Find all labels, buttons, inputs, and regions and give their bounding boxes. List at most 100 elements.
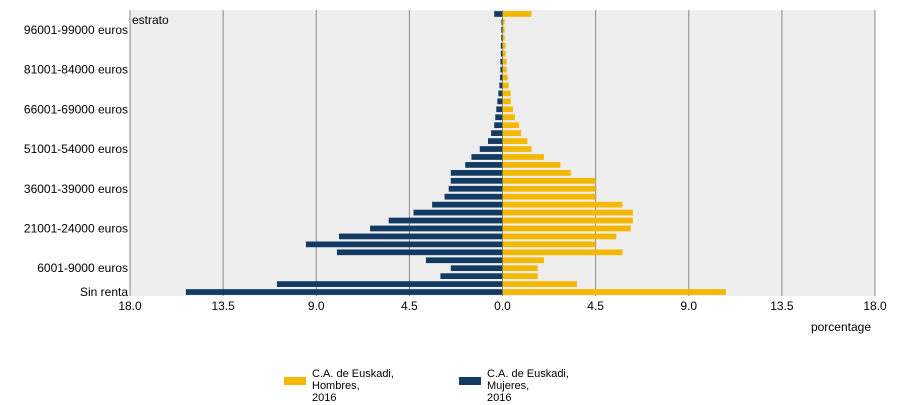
category-label-18: 51001-54000 euros xyxy=(24,142,128,156)
category-label-8: 21001-24000 euros xyxy=(24,221,128,235)
bar-mujeres-23[interactable] xyxy=(496,106,503,113)
category-label-13: 36001-39000 euros xyxy=(24,182,128,196)
bar-hombres-10[interactable] xyxy=(502,209,633,216)
bar-hombres-4[interactable] xyxy=(502,257,544,264)
x-tick-label-5: 4.5 xyxy=(587,299,604,313)
legend-label-hombres: C.A. de Euskadi, Hombres, 2016 xyxy=(312,368,394,404)
bar-hombres-26[interactable] xyxy=(502,82,509,89)
legend: C.A. de Euskadi, Hombres, 2016 C.A. de E… xyxy=(284,368,604,404)
bar-mujeres-15[interactable] xyxy=(450,170,503,176)
x-tick-label-6: 9.0 xyxy=(680,299,697,313)
bar-mujeres-24[interactable] xyxy=(497,98,503,105)
bar-hombres-33[interactable] xyxy=(502,27,505,33)
x-tick-labels: 18.0 13.5 9.0 4.5 0.0 4.5 9.0 13.5 18.0 xyxy=(118,299,887,313)
bar-mujeres-9[interactable] xyxy=(388,217,503,224)
bar-mujeres-2[interactable] xyxy=(440,273,503,279)
gridlines xyxy=(129,10,876,296)
bar-mujeres-21[interactable] xyxy=(494,122,503,129)
y-axis-title: estrato xyxy=(132,13,169,27)
bar-mujeres-35[interactable] xyxy=(494,11,503,17)
bar-mujeres-6[interactable] xyxy=(305,241,503,248)
bar-mujeres-0[interactable] xyxy=(185,289,503,295)
x-tick-label-7: 13.5 xyxy=(770,299,794,313)
bar-hombres-7[interactable] xyxy=(502,233,617,240)
bar-hombres-1[interactable] xyxy=(502,281,578,287)
bar-hombres-15[interactable] xyxy=(502,170,571,176)
bar-hombres-16[interactable] xyxy=(502,162,561,168)
bar-mujeres-26[interactable] xyxy=(499,82,503,89)
bar-hombres-13[interactable] xyxy=(502,185,596,192)
bar-hombres-12[interactable] xyxy=(502,193,596,200)
bar-mujeres-10[interactable] xyxy=(413,209,503,216)
bar-mujeres-33[interactable] xyxy=(501,27,503,33)
bar-hombres-2[interactable] xyxy=(502,273,538,279)
x-tick-label-0: 18.0 xyxy=(118,299,142,313)
bar-mujeres-29[interactable] xyxy=(500,58,503,65)
bar-hombres-20[interactable] xyxy=(502,130,522,136)
x-tick-label-8: 18.0 xyxy=(863,299,887,313)
legend-swatch-mujeres xyxy=(459,377,481,385)
bar-hombres-14[interactable] xyxy=(502,177,596,184)
bar-hombres-27[interactable] xyxy=(502,74,508,81)
bar-mujeres-11[interactable] xyxy=(432,201,503,208)
bar-hombres-5[interactable] xyxy=(502,249,623,256)
bar-mujeres-3[interactable] xyxy=(450,265,503,272)
bar-hombres-0[interactable] xyxy=(502,289,727,295)
bar-mujeres-22[interactable] xyxy=(495,114,503,121)
bar-mujeres-31[interactable] xyxy=(500,42,503,49)
bar-mujeres-14[interactable] xyxy=(450,177,503,184)
bar-hombres-29[interactable] xyxy=(502,58,507,65)
category-label-3: 6001-9000 euros xyxy=(37,261,128,275)
bar-hombres-24[interactable] xyxy=(502,98,511,105)
bar-mujeres-30[interactable] xyxy=(500,50,503,57)
bar-mujeres-20[interactable] xyxy=(491,130,503,136)
bar-mujeres-12[interactable] xyxy=(444,193,503,200)
bar-mujeres-8[interactable] xyxy=(370,225,503,232)
legend-swatch-hombres xyxy=(284,377,306,385)
legend-item-hombres[interactable]: C.A. de Euskadi, Hombres, 2016 xyxy=(284,368,429,404)
bar-mujeres-16[interactable] xyxy=(465,162,503,168)
bar-mujeres-25[interactable] xyxy=(498,90,503,97)
category-label-23: 66001-69000 euros xyxy=(24,102,128,116)
bar-hombres-17[interactable] xyxy=(502,154,544,160)
bars xyxy=(185,11,727,295)
bar-mujeres-28[interactable] xyxy=(500,66,503,73)
bar-mujeres-5[interactable] xyxy=(336,249,503,256)
bar-mujeres-1[interactable] xyxy=(276,281,503,287)
bar-hombres-35[interactable] xyxy=(502,11,532,17)
x-tick-label-1: 13.5 xyxy=(211,299,235,313)
bar-hombres-9[interactable] xyxy=(502,217,633,224)
legend-item-mujeres[interactable]: C.A. de Euskadi, Mujeres, 2016 xyxy=(459,368,604,404)
x-tick-label-2: 9.0 xyxy=(308,299,325,313)
bar-mujeres-32[interactable] xyxy=(501,34,503,41)
bar-hombres-8[interactable] xyxy=(502,225,631,232)
bar-mujeres-13[interactable] xyxy=(448,185,503,192)
bar-hombres-32[interactable] xyxy=(502,34,505,41)
bar-hombres-18[interactable] xyxy=(502,146,532,152)
bar-hombres-34[interactable] xyxy=(502,19,505,25)
category-label-0: Sin renta xyxy=(80,285,128,299)
legend-label-mujeres: C.A. de Euskadi, Mujeres, 2016 xyxy=(487,368,569,404)
bar-hombres-23[interactable] xyxy=(502,106,513,113)
bar-hombres-3[interactable] xyxy=(502,265,538,272)
bar-mujeres-4[interactable] xyxy=(425,257,503,264)
bar-mujeres-34[interactable] xyxy=(501,19,503,25)
x-tick-label-4: 0.0 xyxy=(494,299,511,313)
bar-hombres-11[interactable] xyxy=(502,201,623,208)
bar-mujeres-27[interactable] xyxy=(500,74,503,81)
category-labels: Sin renta 6001-9000 euros 21001-24000 euro… xyxy=(24,23,128,299)
bar-hombres-21[interactable] xyxy=(502,122,520,129)
bar-hombres-30[interactable] xyxy=(502,50,506,57)
bar-hombres-6[interactable] xyxy=(502,241,596,248)
bar-hombres-25[interactable] xyxy=(502,90,511,97)
bar-hombres-19[interactable] xyxy=(502,138,528,144)
bar-mujeres-17[interactable] xyxy=(471,154,503,160)
category-label-28: 81001-84000 euros xyxy=(24,63,128,77)
bar-hombres-22[interactable] xyxy=(502,114,515,121)
bar-mujeres-19[interactable] xyxy=(488,138,503,144)
bar-hombres-28[interactable] xyxy=(502,66,507,73)
bar-mujeres-18[interactable] xyxy=(479,146,503,152)
bar-hombres-31[interactable] xyxy=(502,42,506,49)
bar-mujeres-7[interactable] xyxy=(339,233,503,240)
